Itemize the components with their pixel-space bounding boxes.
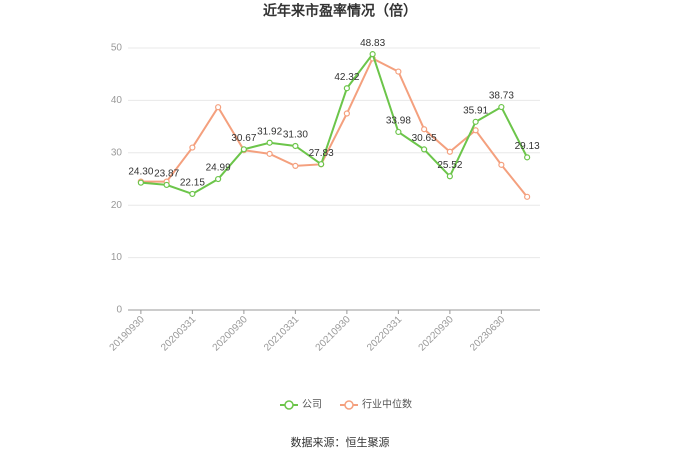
point (292, 142, 299, 150)
data-label: 24.99 (206, 163, 231, 174)
x-tick-label: 20200331 (159, 314, 199, 354)
point (215, 104, 222, 111)
data-label: 30.67 (231, 133, 256, 144)
point (137, 179, 144, 186)
point (240, 146, 247, 153)
point (292, 162, 299, 169)
y-tick-label: 50 (111, 43, 123, 54)
data-label: 33.98 (386, 116, 411, 127)
legend-label: 行业中位数 (362, 398, 412, 411)
point (395, 128, 402, 136)
point (446, 148, 453, 155)
x-tick-label: 20220331 (365, 314, 405, 354)
point (498, 103, 505, 111)
point (318, 161, 325, 168)
legend-label: 公司 (302, 400, 322, 411)
point (266, 139, 273, 146)
y-tick-label: 0 (116, 305, 122, 316)
data-label: 23.87 (154, 169, 179, 180)
x-tick-label: 20220930 (417, 314, 457, 354)
legend-marker (284, 400, 294, 410)
point (421, 146, 428, 153)
x-tick-label: 20210331 (262, 314, 302, 354)
legend-marker (344, 400, 354, 410)
point (498, 161, 505, 168)
data-label: 38.73 (489, 91, 514, 102)
data-label: 31.92 (257, 126, 282, 137)
x-tick-label: 20210930 (314, 314, 354, 354)
point (446, 173, 453, 180)
data-label: 29.13 (515, 141, 540, 152)
data-label: 30.65 (412, 133, 437, 144)
y-tick-label: 10 (111, 252, 123, 263)
point (395, 68, 402, 75)
point (343, 110, 350, 117)
point (266, 150, 273, 157)
chart-title: 近年来市盈率情况（倍） (263, 3, 417, 19)
point (343, 85, 350, 92)
data-label: 25.52 (437, 160, 462, 171)
y-tick-label: 40 (111, 95, 123, 106)
point (472, 118, 479, 125)
series-line (140, 52, 529, 196)
data-label: 42.32 (334, 72, 359, 83)
point (421, 126, 428, 133)
point (524, 154, 531, 161)
data-label: 24.30 (128, 166, 153, 177)
x-tick-label: 20190930 (108, 314, 148, 354)
data-label: 27.83 (309, 148, 334, 159)
data-label: 22.15 (180, 178, 205, 189)
y-tick-label: 20 (111, 200, 123, 211)
data-label: 35.91 (463, 105, 488, 116)
point (189, 144, 196, 151)
source: 数据来源：恒生聚源 (291, 435, 390, 449)
point (472, 127, 479, 134)
point (163, 181, 170, 189)
x-tick-label: 20200930 (211, 314, 251, 354)
x-tick-label: 20230630 (468, 314, 508, 354)
point (215, 175, 222, 183)
point (369, 51, 376, 58)
y-tick-label: 30 (111, 147, 123, 158)
data-label: 31.30 (283, 130, 308, 141)
point (524, 193, 531, 200)
series-line (140, 57, 528, 198)
data-label: 48.83 (360, 38, 385, 49)
point (189, 190, 196, 198)
